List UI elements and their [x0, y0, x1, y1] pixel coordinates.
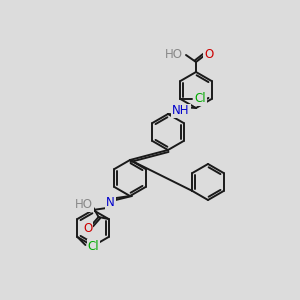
- Text: Cl: Cl: [195, 92, 206, 106]
- Text: NH: NH: [172, 104, 190, 118]
- Text: Cl: Cl: [88, 239, 99, 253]
- Text: HO: HO: [165, 47, 183, 61]
- Text: O: O: [204, 47, 214, 61]
- Text: N: N: [106, 196, 115, 209]
- Text: O: O: [83, 221, 92, 235]
- Text: HO: HO: [75, 199, 93, 212]
